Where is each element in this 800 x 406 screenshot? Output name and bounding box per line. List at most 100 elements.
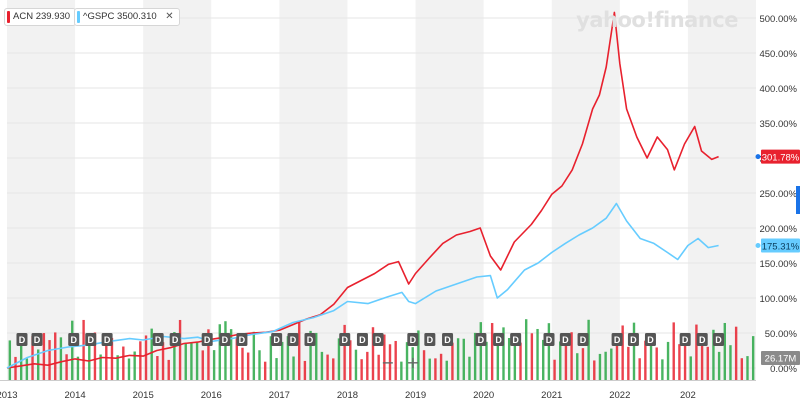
- volume-bar: [371, 327, 375, 380]
- volume-bar: [632, 322, 636, 380]
- volume-bar: [93, 332, 97, 380]
- dividend-marker-label: D: [715, 335, 722, 345]
- year-band: [7, 0, 76, 380]
- series-line-acn: [6, 11, 719, 369]
- series-color-swatch: [7, 11, 10, 23]
- dividend-marker[interactable]: D: [356, 333, 368, 346]
- volume-bar: [388, 344, 392, 380]
- volume-bar: [144, 335, 148, 380]
- x-tick-label: 2018: [337, 390, 358, 401]
- volume-bar: [133, 351, 136, 380]
- y-tick-label: 100.00%: [759, 294, 797, 305]
- dividend-marker[interactable]: D: [219, 333, 231, 346]
- volume-bar: [161, 342, 165, 380]
- volume-bar: [360, 359, 363, 380]
- dividend-marker-box: [644, 333, 656, 346]
- dividend-marker[interactable]: D: [304, 333, 316, 346]
- zoom-out-button[interactable]: −: [381, 353, 395, 372]
- dividend-marker[interactable]: D: [152, 333, 164, 346]
- dividend-marker[interactable]: D: [424, 333, 436, 346]
- x-tick-label: 2017: [269, 390, 290, 401]
- close-icon[interactable]: ✕: [165, 11, 174, 22]
- volume-bar: [354, 349, 358, 380]
- x-tick-label: 2013: [0, 390, 18, 401]
- dividend-marker[interactable]: D: [271, 333, 283, 346]
- volume-bar: [315, 332, 318, 380]
- dividend-marker[interactable]: D: [679, 333, 691, 346]
- side-panel-handle[interactable]: [796, 186, 800, 214]
- volume-bar: [593, 360, 596, 380]
- dividend-marker[interactable]: D: [68, 333, 80, 346]
- dividend-marker[interactable]: D: [201, 333, 213, 346]
- dividend-marker[interactable]: D: [493, 333, 505, 346]
- dividend-marker[interactable]: D: [85, 333, 97, 346]
- volume-bar: [678, 344, 681, 380]
- legend-chip-gspc[interactable]: ^GSPC 3500.310 ✕: [74, 8, 180, 26]
- dividend-marker[interactable]: D: [559, 333, 571, 346]
- volume-bar: [337, 338, 341, 380]
- dividend-marker[interactable]: D: [611, 333, 623, 346]
- volume-bar: [332, 358, 335, 380]
- dividend-marker[interactable]: D: [169, 333, 181, 346]
- dividend-marker-box: [442, 333, 454, 346]
- x-tick-label: 202: [680, 390, 696, 401]
- volume-bar: [462, 338, 465, 380]
- dividend-marker-box: [356, 333, 368, 346]
- dividend-marker-box: [475, 333, 487, 346]
- volume-bar: [218, 324, 221, 380]
- dividend-marker[interactable]: D: [236, 333, 248, 346]
- dividend-marker[interactable]: D: [16, 333, 28, 346]
- dividend-marker[interactable]: D: [627, 333, 639, 346]
- dividend-marker[interactable]: D: [644, 333, 656, 346]
- x-tick-label: 2021: [541, 390, 562, 401]
- dividend-marker-box: [407, 333, 419, 346]
- yahoo-finance-logo: yahoo!finance: [576, 8, 738, 32]
- dividend-marker[interactable]: D: [407, 333, 419, 346]
- volume-bar: [167, 359, 170, 380]
- dividend-marker-label: D: [546, 335, 553, 345]
- volume-bar: [54, 332, 57, 380]
- volume-bar: [473, 332, 477, 380]
- legend-symbol: ^GSPC: [83, 11, 115, 22]
- dividend-marker-label: D: [88, 335, 95, 345]
- volume-bar: [48, 340, 51, 380]
- dividend-marker-label: D: [155, 335, 162, 345]
- dividend-marker[interactable]: D: [442, 333, 454, 346]
- volume-bar: [309, 330, 312, 380]
- dividend-marker-box: [543, 333, 555, 346]
- volume-bar: [105, 342, 108, 380]
- volume-bar: [456, 338, 460, 380]
- dividend-marker[interactable]: D: [101, 333, 113, 346]
- volume-bar: [394, 340, 397, 380]
- dividend-marker-box: [85, 333, 97, 346]
- legend-value: 3500.310: [117, 11, 157, 22]
- volume-bar: [530, 333, 534, 380]
- dividend-marker[interactable]: D: [475, 333, 487, 346]
- dividend-marker[interactable]: D: [696, 333, 708, 346]
- dividend-marker[interactable]: D: [372, 333, 384, 346]
- volume-bar: [343, 324, 346, 380]
- dividend-marker[interactable]: D: [577, 333, 589, 346]
- volume-bar: [110, 337, 114, 380]
- dividend-marker[interactable]: D: [339, 333, 351, 346]
- legend-chip-acn[interactable]: ACN 239.930: [4, 8, 77, 26]
- dividend-marker[interactable]: D: [510, 333, 522, 346]
- volume-bar: [439, 353, 443, 380]
- volume-bar: [246, 352, 250, 380]
- dividend-marker[interactable]: D: [543, 333, 555, 346]
- dividend-marker[interactable]: D: [287, 333, 299, 346]
- volume-bar: [564, 333, 568, 380]
- volume-bar: [88, 343, 91, 380]
- volume-bar: [178, 319, 182, 380]
- zoom-in-button[interactable]: +: [406, 353, 420, 372]
- volume-bar: [173, 332, 176, 380]
- dividend-marker[interactable]: D: [713, 333, 725, 346]
- year-band: [687, 0, 756, 380]
- dividend-marker-label: D: [580, 335, 587, 345]
- volume-bar: [298, 322, 301, 380]
- volume-bar: [502, 327, 505, 380]
- dividend-marker[interactable]: D: [31, 333, 43, 346]
- volume-bar: [42, 333, 46, 380]
- last-value-badge: [761, 149, 800, 164]
